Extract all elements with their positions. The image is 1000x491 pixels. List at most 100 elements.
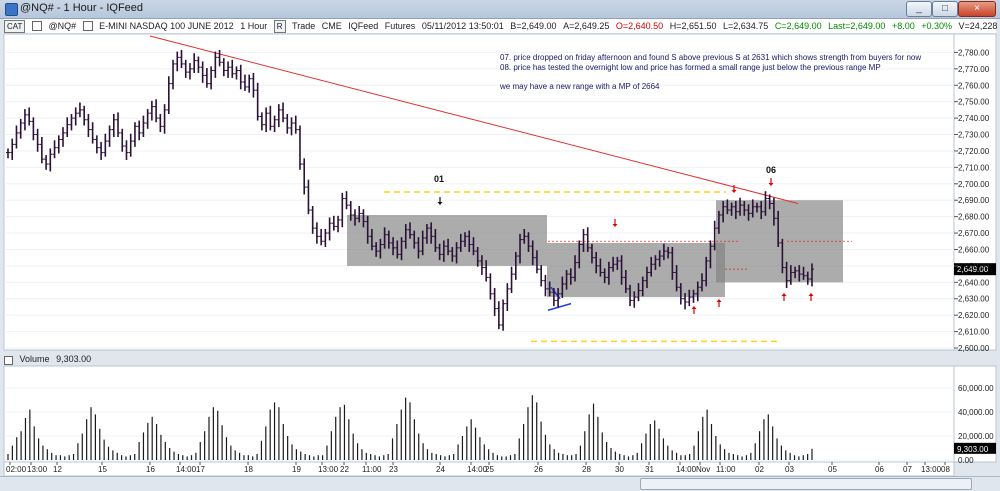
time-tick-label: 07 bbox=[903, 465, 912, 474]
volume-close-icon[interactable] bbox=[4, 356, 13, 366]
red-up-arrow-head bbox=[808, 293, 814, 296]
annotation-note-07: 07. price dropped on friday afternoon an… bbox=[500, 53, 921, 62]
price-tick-label: 2,670.00 bbox=[958, 229, 990, 238]
last-price-tag-text: 2,649.00 bbox=[957, 265, 989, 274]
time-tick-label: 30 bbox=[615, 465, 624, 474]
price-tick-label: 2,740.00 bbox=[958, 114, 990, 123]
time-tick-label: 15 bbox=[98, 465, 107, 474]
time-tick-label: 08 bbox=[941, 465, 950, 474]
time-tick-label: 11:00 bbox=[362, 465, 382, 474]
time-tick-label: 26 bbox=[534, 465, 543, 474]
time-tick-label: 24 bbox=[436, 465, 445, 474]
volume-readout: V=24,228 bbox=[958, 21, 998, 31]
maximize-button[interactable]: □ bbox=[932, 1, 958, 17]
annotation-note-mp: we may have a new range with a MP of 266… bbox=[499, 82, 660, 91]
price-tick-label: 2,620.00 bbox=[958, 311, 990, 320]
contract-name: E-MINI NASDAQ 100 JUNE 2012 bbox=[99, 21, 234, 31]
time-tick-label: 14:00 bbox=[176, 465, 197, 474]
time-tick-label: 12 bbox=[53, 465, 62, 474]
volume-tick-label: 60,000.00 bbox=[958, 384, 994, 393]
window-title: @NQ# - 1 Hour - IQFeed bbox=[20, 2, 144, 14]
price-tick-label: 2,770.00 bbox=[958, 65, 990, 74]
price-tick-label: 2,760.00 bbox=[958, 81, 990, 90]
app-icon bbox=[5, 3, 18, 16]
price-tick-label: 2,640.00 bbox=[958, 278, 990, 287]
r-tag[interactable]: R bbox=[273, 20, 286, 33]
volume-plot-area bbox=[3, 365, 955, 463]
time-tick-label: 18 bbox=[244, 465, 253, 474]
time-tick-label: 25 bbox=[485, 465, 494, 474]
price-tick-label: 2,630.00 bbox=[958, 295, 990, 304]
close: C=2,649.00 bbox=[774, 21, 822, 31]
window-titlebar: @NQ# - 1 Hour - IQFeed _ □ × bbox=[0, 0, 1000, 19]
exchange: CME bbox=[321, 21, 342, 31]
price-tick-label: 2,610.00 bbox=[958, 328, 990, 337]
price-tick-label: 2,690.00 bbox=[958, 196, 990, 205]
time-tick-label: 06 bbox=[875, 465, 884, 474]
price-tick-label: 2,730.00 bbox=[958, 131, 990, 140]
trade-label: Trade bbox=[292, 21, 316, 31]
minimize-button[interactable]: _ bbox=[906, 1, 932, 17]
time-tick-label: 16 bbox=[146, 465, 155, 474]
product: Futures bbox=[384, 21, 416, 31]
high: H=2,651.50 bbox=[669, 21, 717, 31]
price-chart[interactable]: 01 06 07. price dropped on friday afternoo… bbox=[0, 0, 1000, 476]
black-down-arrow-head bbox=[437, 202, 443, 205]
low: L=2,634.75 bbox=[723, 21, 769, 31]
time-tick-label: 31 bbox=[645, 465, 654, 474]
horizontal-scrollbar[interactable] bbox=[640, 478, 972, 490]
volume-value: 9,303.00 bbox=[56, 354, 92, 364]
ask: A=2,649.25 bbox=[563, 21, 610, 31]
price-tick-label: 2,710.00 bbox=[958, 163, 990, 172]
open: O=2,640.50 bbox=[615, 21, 664, 31]
price-tick-label: 2,750.00 bbox=[958, 98, 990, 107]
volume-tick-label: 40,000.00 bbox=[958, 408, 994, 417]
range-box bbox=[547, 242, 725, 298]
price-tick-label: 2,700.00 bbox=[958, 180, 990, 189]
red-down-arrow bbox=[612, 219, 618, 227]
red-up-arrow bbox=[691, 306, 697, 314]
time-tick-label: 11:00 bbox=[716, 465, 736, 474]
last-price-tag bbox=[954, 263, 996, 276]
price-tick-label: 2,650.00 bbox=[958, 262, 990, 271]
red-up-arrow-head bbox=[781, 293, 787, 296]
red-down-arrow bbox=[768, 178, 774, 186]
chart-label-01: 01 bbox=[434, 174, 444, 184]
black-down-arrow bbox=[437, 197, 443, 205]
interval: 1 Hour bbox=[240, 21, 268, 31]
time-tick-label: 22 bbox=[340, 465, 349, 474]
red-down-arrow bbox=[731, 185, 737, 193]
time-tick-label: 14:00 bbox=[676, 465, 697, 474]
symbol-box-icon[interactable] bbox=[31, 21, 42, 31]
red-up-arrow-head bbox=[716, 299, 722, 302]
feed: IQFeed bbox=[348, 21, 379, 31]
time-tick-label: 03 bbox=[785, 465, 794, 474]
time-tick-label: 19 bbox=[292, 465, 301, 474]
volume-header: Volume 9,303.00 bbox=[4, 354, 504, 366]
red-down-arrow-head bbox=[731, 190, 737, 193]
bid: B=2,649.00 bbox=[510, 21, 557, 31]
red-up-arrow bbox=[808, 293, 814, 301]
chart-header: CAT @NQ# E-MINI NASDAQ 100 JUNE 2012 1 H… bbox=[4, 19, 998, 33]
volume-tick-label: 0.00 bbox=[958, 456, 974, 465]
last: Last=2,649.00 bbox=[828, 21, 886, 31]
time-tick-label: 14:00 bbox=[467, 465, 488, 474]
price-tick-label: 2,660.00 bbox=[958, 245, 990, 254]
price-tick-label: 2,780.00 bbox=[958, 48, 990, 57]
red-down-arrow-head bbox=[612, 224, 618, 227]
contract-box-icon[interactable] bbox=[82, 21, 93, 31]
time-tick-label: 13:00 bbox=[318, 465, 339, 474]
price-axis bbox=[953, 33, 997, 351]
change: +8.00 bbox=[891, 21, 915, 31]
time-tick-label: 28 bbox=[582, 465, 591, 474]
chart-label-06: 06 bbox=[766, 165, 776, 175]
cat-tag[interactable]: CAT bbox=[4, 20, 26, 33]
close-button[interactable]: × bbox=[958, 1, 996, 17]
time-tick-label: 13:00 bbox=[921, 465, 942, 474]
time-tick-label: 02:00 bbox=[6, 465, 27, 474]
time-tick-label: 02 bbox=[755, 465, 764, 474]
volume-label: Volume bbox=[19, 354, 50, 364]
price-tick-label: 2,720.00 bbox=[958, 147, 990, 156]
volume-last-tag bbox=[954, 442, 996, 454]
time-tick-label: 17 bbox=[196, 465, 205, 474]
